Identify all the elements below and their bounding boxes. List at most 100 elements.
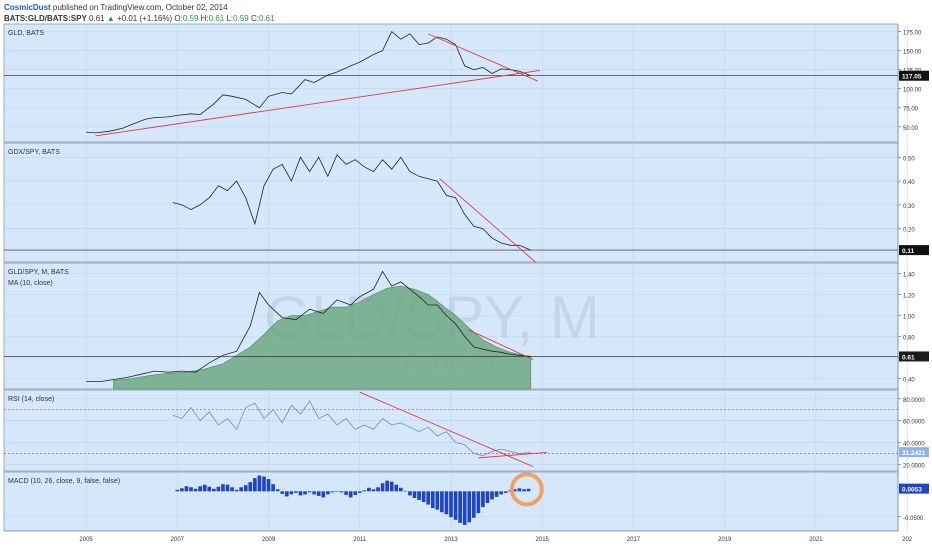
macd-bar (221, 484, 225, 492)
trendline-rsi (478, 451, 547, 459)
macd-bar (202, 484, 207, 492)
macd-bar (339, 491, 344, 493)
x-tick-label: 2019 (718, 537, 732, 543)
ohlc-close-label: C: (250, 14, 259, 23)
macd-bar (257, 475, 262, 492)
macd-bar (307, 491, 312, 493)
last-value-label: 31.2421 (902, 450, 926, 457)
macd-bar (357, 491, 362, 493)
y-tick-label: 50.00 (903, 126, 919, 132)
macd-bar (275, 489, 280, 492)
symbol-name: BATS:GLD/BATS:SPY (4, 14, 87, 23)
macd-bar (435, 491, 440, 510)
last-value-label: 0.11 (902, 248, 915, 255)
macd-bar (440, 491, 444, 513)
macd-bar (298, 491, 303, 496)
x-tick-label: 2021 (809, 537, 823, 543)
macd-bar (462, 491, 467, 525)
ohlc-close: 0.61 (258, 14, 275, 23)
macd-bar (184, 486, 189, 492)
macd-bar (503, 491, 508, 493)
last-value-tag (899, 70, 929, 81)
macd-bar (481, 491, 485, 508)
macd-bar (476, 491, 481, 514)
macd-bar (458, 491, 462, 523)
macd-bar (189, 487, 193, 492)
y-tick-label: 100.00 (903, 88, 922, 94)
x-tick-label: 2009 (262, 537, 276, 543)
macd-bar (321, 491, 326, 498)
series-ma-area (113, 285, 532, 390)
published-text: published on TradingView.com, October 02… (50, 3, 228, 12)
last-value-tag (899, 351, 929, 362)
macd-bar (239, 487, 244, 492)
macd-bar (335, 490, 339, 492)
y-tick-label: 0.80 (903, 336, 915, 342)
ohlc-open-label: O: (174, 14, 183, 23)
macd-bar (316, 491, 321, 496)
macd-bar (330, 491, 335, 493)
macd-bar (430, 491, 435, 509)
pane-title-rsi: RSI (14, close) (8, 396, 54, 403)
series-rsi-line (172, 400, 531, 457)
macd-bar (367, 487, 371, 492)
pane-title-gdx: GDX/SPY, BATS (8, 149, 60, 156)
last-value-tag (899, 483, 929, 494)
macd-bar (303, 491, 307, 495)
pane-indicator-ma: MA (10, close) (8, 280, 53, 287)
macd-bar (399, 487, 403, 492)
x-tick-label: 2017 (627, 537, 641, 543)
y-tick-label: -0.0500 (903, 516, 924, 522)
y-tick-label: 20.0000 (903, 463, 925, 469)
macd-bar (444, 491, 449, 515)
symbol-info: BATS:GLD/BATS:SPY 0.61 ▲ +0.01 (+1.16%) … (4, 14, 275, 23)
publish-info: CosmicDust published on TradingView.com,… (4, 3, 228, 12)
macd-bar (513, 489, 517, 492)
y-tick-label: 75.00 (903, 107, 919, 113)
last-price: 0.61 (89, 14, 105, 23)
ohlc-open: 0.59 (182, 14, 199, 23)
trendline-rsi (359, 391, 534, 468)
macd-bar (225, 484, 230, 492)
ohlc-high-label: H: (200, 14, 209, 23)
macd-bar (271, 484, 275, 492)
macd-bar (499, 491, 503, 495)
macd-bar (234, 489, 239, 492)
y-tick-label: 0.50 (903, 156, 915, 162)
ohlc-low-label: L: (226, 14, 234, 23)
last-value-tag (899, 245, 929, 256)
series-gdx-line (172, 154, 531, 251)
publisher-link[interactable]: CosmicDust (4, 3, 51, 12)
macd-bar (467, 491, 472, 523)
macd-bar (526, 488, 531, 492)
y-tick-label: 175.00 (903, 31, 922, 37)
macd-bar (207, 486, 212, 492)
y-tick-label: 1.00 (903, 315, 915, 321)
pane-title-ratio: GLD/SPY, M, BATS (8, 269, 69, 276)
y-tick-label: 1.40 (903, 273, 915, 279)
series-gld-spy-line (86, 270, 531, 383)
price-change: +0.01 (+1.16%) (117, 14, 173, 23)
macd-bar (284, 491, 289, 497)
macd-bar (312, 491, 316, 495)
macd-bar (180, 488, 184, 492)
pane-title-gld: GLD, BATS (8, 30, 44, 37)
trendline-gld (95, 69, 541, 137)
ohlc-low: 0.59 (233, 14, 249, 23)
macd-bar (211, 488, 216, 492)
macd-bar (193, 488, 198, 492)
macd-bar (389, 481, 394, 492)
macd-bar (485, 491, 490, 504)
macd-bar (421, 491, 426, 503)
y-tick-label: 0.20 (903, 228, 915, 234)
x-tick-label: 202 (902, 537, 913, 543)
macd-bar (494, 491, 499, 497)
macd-bar (353, 491, 358, 495)
macd-bar (216, 486, 221, 492)
last-value-label: 0.61 (902, 354, 915, 361)
macd-bar (471, 491, 476, 518)
macd-bar (376, 487, 380, 492)
macd-bar (326, 491, 330, 495)
macd-bar (262, 476, 266, 492)
